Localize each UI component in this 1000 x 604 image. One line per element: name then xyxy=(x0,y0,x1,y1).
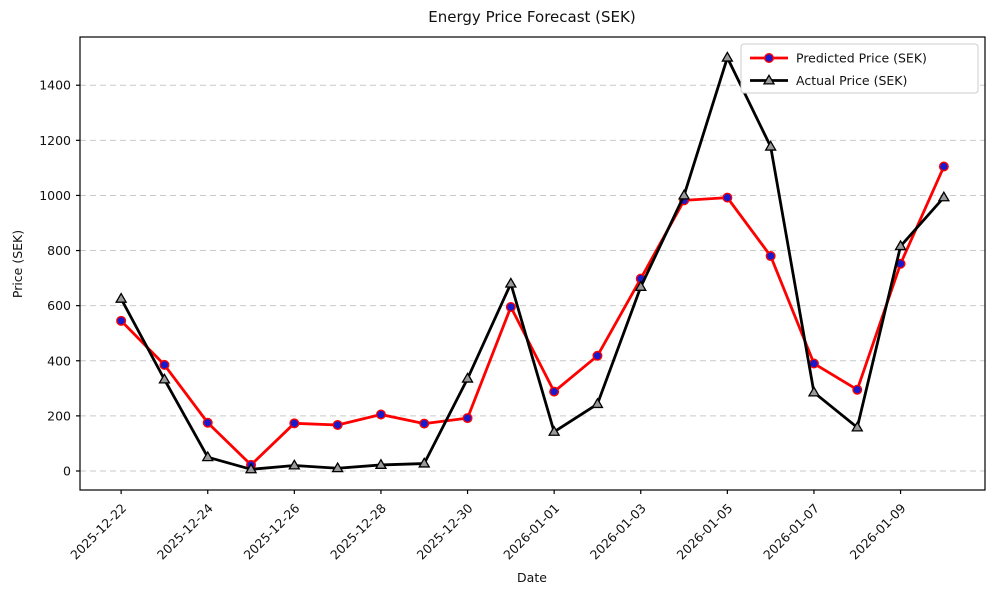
marker-circle xyxy=(549,386,560,397)
y-tick-label: 400 xyxy=(47,353,71,368)
marker-triangle xyxy=(115,292,128,303)
marker-triangle xyxy=(851,420,864,432)
marker-circle xyxy=(202,417,213,428)
marker-circle xyxy=(722,192,733,203)
marker-circle xyxy=(938,161,949,172)
plot-area xyxy=(80,37,985,490)
legend-marker-triangle xyxy=(762,74,776,85)
marker-circle xyxy=(462,413,473,424)
marker-circle xyxy=(808,358,819,369)
x-tick-label: 2025-12-28 xyxy=(327,500,389,562)
x-tick-label: 2026-01-03 xyxy=(587,501,649,563)
series-layer xyxy=(115,51,950,474)
x-tick-label: 2026-01-09 xyxy=(847,500,909,562)
marker-circle xyxy=(289,418,300,429)
y-tick-label: 0 xyxy=(63,463,71,478)
y-tick-label: 1200 xyxy=(39,133,71,148)
marker-triangle xyxy=(418,457,431,468)
marker-triangle xyxy=(244,462,258,474)
x-tick-label: 2026-01-07 xyxy=(760,501,822,563)
marker-triangle xyxy=(158,373,171,384)
marker-triangle xyxy=(937,190,950,202)
legend: Predicted Price (SEK) Actual Price (SEK) xyxy=(740,43,979,94)
marker-circle xyxy=(159,359,170,370)
marker-triangle xyxy=(894,239,907,251)
legend-marker-circle xyxy=(764,53,775,64)
marker-triangle xyxy=(548,425,561,436)
marker-triangle xyxy=(288,458,301,470)
y-tick-label: 600 xyxy=(47,298,71,313)
marker-triangle xyxy=(374,458,388,469)
y-tick-label: 200 xyxy=(47,408,71,423)
marker-circle xyxy=(116,315,127,326)
y-axis-label: Price (SEK) xyxy=(10,230,25,298)
legend-box xyxy=(740,43,979,94)
marker-circle xyxy=(852,384,863,395)
x-tick-label: 2026-01-01 xyxy=(500,501,562,563)
plot-border xyxy=(79,36,986,491)
legend-label: Predicted Price (SEK) xyxy=(796,51,927,66)
marker-circle xyxy=(592,350,603,361)
legend-label: Actual Price (SEK) xyxy=(796,73,907,88)
marker-triangle xyxy=(634,280,647,291)
y-tick-label: 800 xyxy=(47,243,71,258)
marker-triangle xyxy=(331,461,344,473)
chart-title: Energy Price Forecast (SEK) xyxy=(428,8,635,26)
marker-triangle xyxy=(201,450,214,462)
x-tick-label: 2025-12-24 xyxy=(154,500,216,562)
marker-triangle xyxy=(461,372,474,383)
marker-circle xyxy=(332,419,343,430)
marker-circle xyxy=(765,251,776,262)
marker-triangle xyxy=(504,277,517,288)
x-tick-label: 2025-12-26 xyxy=(240,500,302,562)
marker-circle xyxy=(419,418,430,429)
x-axis-label: Date xyxy=(517,570,547,585)
marker-triangle xyxy=(677,188,691,200)
series-line-1 xyxy=(119,56,946,471)
y-tick-label: 1400 xyxy=(39,78,71,93)
marker-triangle xyxy=(807,385,821,397)
y-tick-label: 1000 xyxy=(39,188,71,203)
marker-triangle xyxy=(591,397,604,409)
marker-triangle xyxy=(764,140,777,151)
x-tick-label: 2025-12-30 xyxy=(414,500,476,562)
marker-circle xyxy=(375,409,386,420)
marker-circle xyxy=(505,302,516,313)
marker-triangle xyxy=(721,51,734,62)
x-tick-label: 2025-12-22 xyxy=(67,501,129,563)
x-tick-label: 2026-01-05 xyxy=(673,501,735,563)
